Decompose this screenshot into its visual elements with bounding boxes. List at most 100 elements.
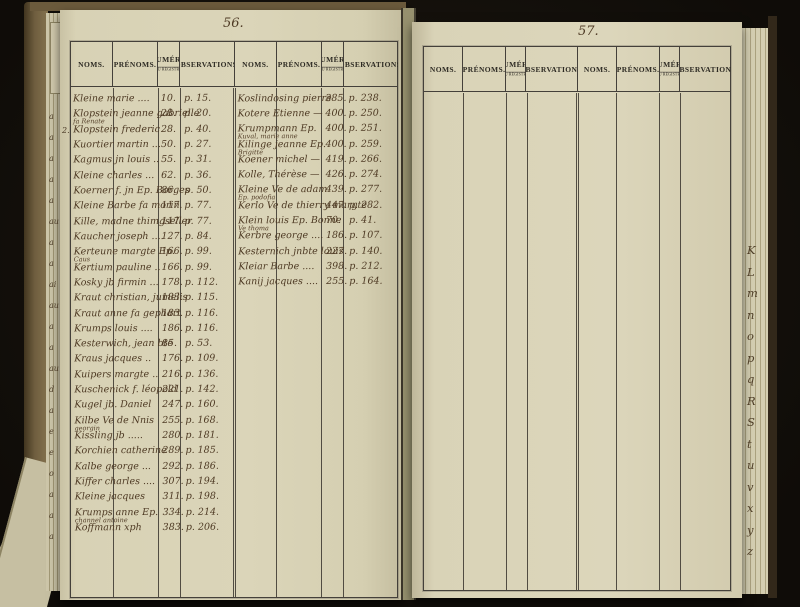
entry-register-number: 383. <box>162 521 184 534</box>
header-group: NOMS. PRÉNOMS.NUMÉRO DU REGISTREOBSERVATIO… <box>424 47 577 91</box>
entry-register-number: 127. <box>161 230 183 242</box>
entry-register-number: 447. <box>326 199 348 211</box>
entry-name: Kille, madne thimgseller <box>73 215 192 227</box>
column-rule <box>463 93 465 590</box>
column-header-sublabel: DU REGISTRE <box>322 66 344 72</box>
entry-register-number: 289. <box>162 445 184 457</box>
entry-name: Klopstein frederic <box>73 123 160 136</box>
column-rule <box>659 93 660 590</box>
header-group: NOMS. PRÉNOMS.NUMÉRO DU REGISTREOBSERVATIO… <box>577 47 731 91</box>
register-entry: Krumpmann Ep. Kuval, marie anne 400. p. 251… <box>235 122 398 141</box>
register-page-56: 56. NOMS.PRÉNOMS.NUMÉRODU REGISTREOBSERV… <box>60 10 404 600</box>
entry-register-number: 28. <box>160 123 177 135</box>
column-header-prenoms: PRÉNOMS. <box>277 42 323 86</box>
register-entry: Kesternich jnbte louis 227. p. 140. <box>236 245 399 262</box>
entry-name: Kugel jb. Daniel <box>74 399 152 411</box>
entry-observation-page: p. 164. <box>349 275 383 287</box>
left-edge-letter: a <box>49 511 54 520</box>
entry-name: Kuipers margte .. <box>74 368 159 381</box>
entry-register-number: 311. <box>162 491 184 503</box>
column-header-label: OBSERVATIONS. <box>526 64 577 74</box>
entry-observation-page: p. 136. <box>185 368 219 380</box>
entry-register-number: 28. <box>160 108 176 120</box>
column-rule <box>679 93 681 590</box>
entry-name: Koener michel — <box>238 154 321 166</box>
column-header-label: NOMS. <box>78 59 105 69</box>
entry-observation-page: p. 251. <box>348 122 383 135</box>
entry-register-number: 221. <box>162 383 184 396</box>
entry-register-number: 86. <box>161 184 177 196</box>
entry-register-number: 55. <box>161 154 177 166</box>
register-entry: Kraut christian, jumelis 183. p. 115. <box>71 291 234 309</box>
table-body <box>424 93 730 590</box>
entry-observation-page: p. 266. <box>349 153 383 166</box>
column-header-label: NOMS. <box>242 59 269 69</box>
column-header-label: NOMS. <box>429 64 457 74</box>
alphabet-index-tab: y <box>747 522 754 537</box>
column-rule <box>180 88 182 597</box>
column-header-label: NUMÉRO <box>322 55 343 64</box>
column-rule <box>576 93 578 590</box>
entry-observation-page: p. 206. <box>185 521 220 533</box>
column-header-label: OBSERVATIONS. <box>180 59 234 69</box>
alphabet-index-tab: L <box>747 264 755 279</box>
entry-observation-page: p. 77. <box>184 215 212 227</box>
entry-name: Krumpmann Ep. Kuval, marie anne <box>238 123 324 140</box>
entry-observation-page: p. 109. <box>185 353 219 365</box>
register-entry: Kerbre george .... 186. p. 107. <box>235 230 398 247</box>
register-entry: Kerteune margte Ep. Caus 166. p. 99. <box>71 245 234 264</box>
entry-name: Kaucher joseph .... <box>73 230 164 243</box>
column-header-noms: NOMS. <box>424 47 464 91</box>
entry-list-right <box>578 99 731 100</box>
entry-name: Kleine marie .... <box>73 93 150 105</box>
entry-register-number: 255. <box>326 275 348 287</box>
entry-observation-page: p. 186. <box>185 460 219 472</box>
entry-observation-page: p. 160. <box>185 399 219 411</box>
alphabet-index-tab: p <box>747 350 755 365</box>
entry-observation-page: p. 194. <box>185 475 219 487</box>
column-rule <box>578 93 580 590</box>
entry-name: Koerner f. jn Ep. Borges <box>73 184 190 197</box>
column-header-noms: NOMS. <box>235 42 277 86</box>
entry-name: Krumps anne Ep. channel antoine <box>75 507 161 524</box>
column-rule <box>235 88 237 597</box>
entry-name: Kleine jacques <box>74 491 145 503</box>
register-entry: Klopstein jeanne gabrielle fa Renate 28. p.… <box>70 108 233 126</box>
entry-name: Krumps louis .... <box>74 322 153 335</box>
entry-observation-page: p. 259. <box>348 138 383 150</box>
entry-name: Kiffer charles .... <box>74 476 156 488</box>
entry-register-number: 166. <box>161 246 183 258</box>
entry-observation-page: p. 198. <box>185 491 219 503</box>
entry-register-number: 70. <box>326 214 342 226</box>
entry-observation-page: p. 84. <box>184 230 212 242</box>
book-cover-right-edge <box>768 16 777 598</box>
column-header-numero: NUMÉRO DU REGISTRE <box>659 47 681 91</box>
entry-name: Kuschenick f. léopold <box>74 383 178 396</box>
entry-observation-page: p. 20. <box>183 108 212 120</box>
entry-observation-page: p. 282. <box>349 199 383 211</box>
alphabet-index-tab: v <box>747 479 754 494</box>
entry-register-number: 227. <box>326 245 348 257</box>
page-edge-stack-right <box>741 28 768 594</box>
entry-observation-page: p. 238. <box>348 92 383 104</box>
column-header-label: NUMÉRO <box>506 60 526 69</box>
entry-observation-page: p. 214. <box>185 506 220 518</box>
register-entry: Kleiar Barbe .... 398. p. 212. <box>236 260 399 277</box>
entry-observation-page: p. 99. <box>184 245 212 258</box>
entry-name: Kosky jb firmin ... <box>73 276 159 289</box>
entry-name: Kotere Etienne — <box>237 108 323 120</box>
entry-name: Kissling jb ..... <box>74 430 143 442</box>
left-edge-letter: a <box>49 490 54 499</box>
entry-name: Kleine Ve de adam Ep. podofia <box>238 184 328 202</box>
entry-register-number: 255. <box>162 414 184 426</box>
entry-name: Kleine charles ... <box>73 169 155 182</box>
entry-register-number: 183. <box>161 292 183 304</box>
entry-observation-page: p. 212. <box>349 260 383 272</box>
left-edge-letter: a <box>49 112 54 121</box>
entry-observation-page: p. 115. <box>184 291 219 304</box>
entry-name: Kraus jacques .. <box>74 353 152 365</box>
entry-observation-page: p. 107. <box>349 230 383 242</box>
entry-name: Kilinge jeanne Ep. Brigitte <box>238 138 327 157</box>
entry-observation-page: p. 142. <box>185 383 219 395</box>
